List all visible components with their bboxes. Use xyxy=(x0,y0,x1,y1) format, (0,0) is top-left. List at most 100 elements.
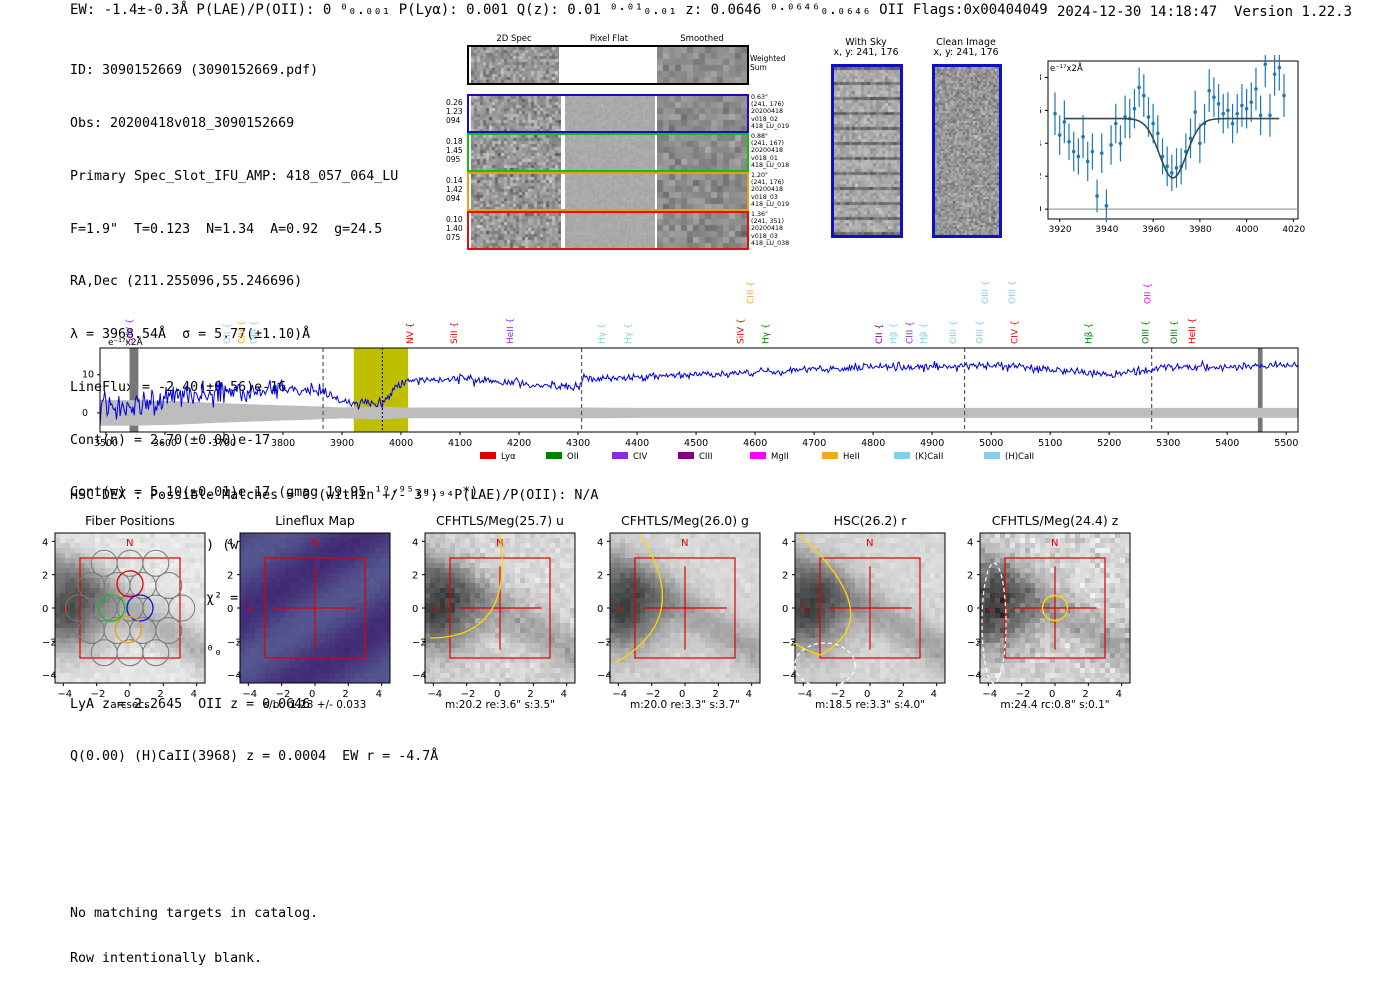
pixel xyxy=(935,593,941,599)
fiber-stat: 0.10 xyxy=(446,215,463,224)
pixel xyxy=(180,603,186,609)
pixel xyxy=(435,628,441,634)
pixel xyxy=(150,538,156,544)
pixel xyxy=(880,633,886,639)
pixel xyxy=(470,573,476,579)
pixel xyxy=(560,578,566,584)
pixel xyxy=(855,588,861,594)
pixel xyxy=(820,613,826,619)
pixel xyxy=(735,613,741,619)
pixel xyxy=(880,578,886,584)
pixel xyxy=(675,558,681,564)
pixel xyxy=(670,608,676,614)
spectrum-xtick-label: 4600 xyxy=(743,438,767,449)
pixel xyxy=(300,633,306,639)
pixel xyxy=(240,588,246,594)
pixel xyxy=(665,673,671,679)
pixel xyxy=(70,578,76,584)
pixel xyxy=(320,613,326,619)
pixel xyxy=(120,578,126,584)
pixel xyxy=(720,613,726,619)
pixel xyxy=(750,578,756,584)
pixel xyxy=(300,608,306,614)
pixel xyxy=(85,583,91,589)
panel-ytick-label: −4 xyxy=(412,671,427,682)
pixel xyxy=(265,598,271,604)
fit-point xyxy=(1263,62,1267,66)
pixel xyxy=(740,663,746,669)
pixel xyxy=(510,673,516,679)
pixel xyxy=(635,558,641,564)
pixel xyxy=(650,588,656,594)
pixel xyxy=(510,643,516,649)
pixel xyxy=(900,613,906,619)
pixel xyxy=(740,598,746,604)
pixel xyxy=(710,633,716,639)
pixel xyxy=(800,588,806,594)
pixel xyxy=(305,568,311,574)
pixel xyxy=(480,608,486,614)
pixel xyxy=(470,548,476,554)
pixel xyxy=(240,598,246,604)
pixel xyxy=(530,573,536,579)
pixel xyxy=(875,628,881,634)
pixel xyxy=(500,608,506,614)
fit-point xyxy=(1105,204,1109,208)
pixel xyxy=(700,668,706,674)
pixel xyxy=(175,538,181,544)
pixel xyxy=(325,663,331,669)
pixel xyxy=(510,543,516,549)
pixel xyxy=(610,548,616,554)
pixel xyxy=(145,633,151,639)
pixel xyxy=(430,538,436,544)
pixel xyxy=(110,603,116,609)
pixel xyxy=(295,548,301,554)
pixel xyxy=(515,623,521,629)
pixel xyxy=(365,643,371,649)
spectrum-xtick-label: 4500 xyxy=(684,438,708,449)
pixel xyxy=(515,668,521,674)
pixel xyxy=(95,563,101,569)
panel-ytick-label: 2 xyxy=(597,571,603,582)
pixel xyxy=(365,583,371,589)
pixel xyxy=(565,668,571,674)
pixel xyxy=(665,618,671,624)
panel-ytick-label: 2 xyxy=(782,571,788,582)
pixel xyxy=(60,663,66,669)
pixel xyxy=(165,628,171,634)
pixel xyxy=(615,588,621,594)
pixel xyxy=(195,548,201,554)
pixel xyxy=(560,593,566,599)
pixel xyxy=(855,648,861,654)
pixel xyxy=(695,558,701,564)
pixel xyxy=(500,663,506,669)
pixel xyxy=(490,613,496,619)
pixel xyxy=(910,583,916,589)
pixel xyxy=(875,648,881,654)
pixel xyxy=(830,623,836,629)
pixel xyxy=(140,663,146,669)
pixel xyxy=(480,668,486,674)
pixel xyxy=(350,638,356,644)
pixel xyxy=(320,598,326,604)
pixel xyxy=(250,643,256,649)
pixel xyxy=(625,648,631,654)
pixel xyxy=(150,648,156,654)
pixel xyxy=(715,578,721,584)
spectrum-line-id: Hβ { xyxy=(1084,323,1094,344)
pixel xyxy=(425,653,431,659)
pixel xyxy=(165,663,171,669)
pixel xyxy=(550,543,556,549)
pixel xyxy=(430,668,436,674)
legend-label: (H)CaII xyxy=(1005,452,1034,462)
pixel xyxy=(635,623,641,629)
pixel xyxy=(295,533,301,539)
pixel xyxy=(425,563,431,569)
pixel xyxy=(875,638,881,644)
pixel xyxy=(290,548,296,554)
pixel xyxy=(735,618,741,624)
pixel xyxy=(435,618,441,624)
pixel xyxy=(795,543,801,549)
fiber-smoothed xyxy=(657,213,747,248)
pixel xyxy=(315,588,321,594)
